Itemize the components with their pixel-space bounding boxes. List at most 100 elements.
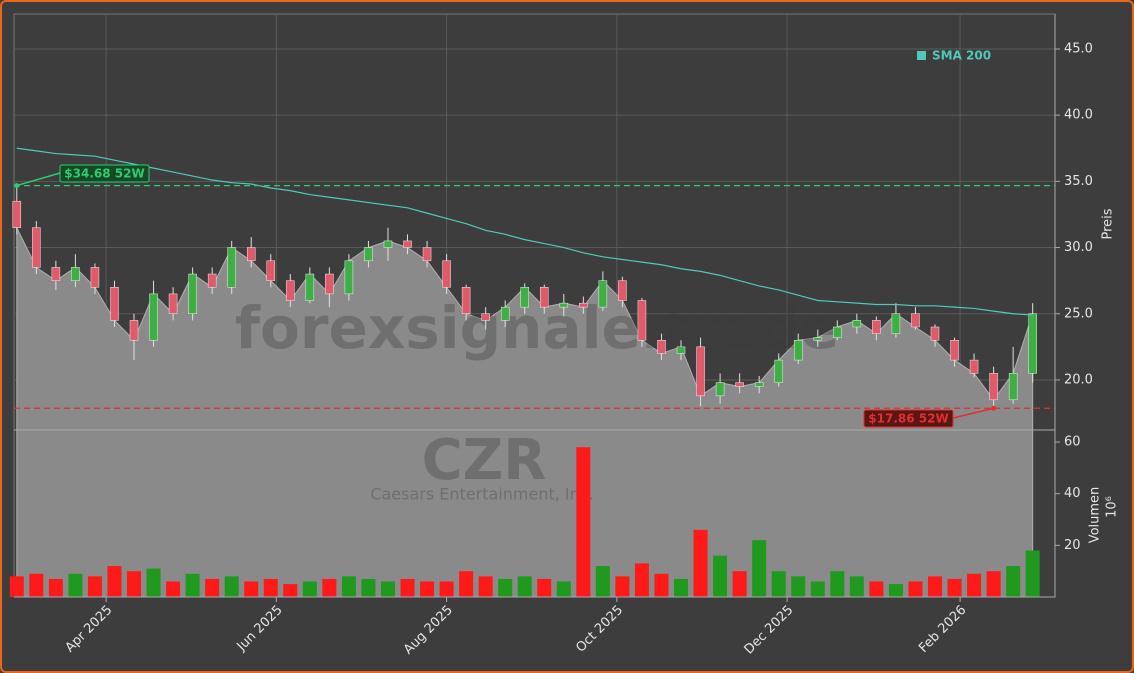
- candle-body: [149, 293, 158, 341]
- volume-bar: [576, 447, 591, 597]
- volume-bar: [68, 573, 83, 597]
- candle-body: [872, 320, 881, 334]
- candle-body: [266, 260, 276, 281]
- candle-body: [989, 373, 998, 401]
- x-tick-label: Aug 2025: [401, 603, 456, 658]
- candle-body: [579, 302, 588, 308]
- volume-bar: [967, 573, 982, 597]
- volume-bar: [849, 576, 864, 597]
- candle-body: [696, 346, 705, 397]
- volume-bar: [341, 576, 356, 597]
- y-tick-label: 45.0: [1064, 41, 1093, 56]
- watermark: forexsignale.trade: [235, 294, 839, 362]
- volume-bar: [713, 555, 728, 597]
- candle-body: [676, 346, 686, 354]
- candle-body: [481, 313, 490, 321]
- volume-bar: [595, 566, 610, 597]
- y-tick-label: 60: [1064, 435, 1081, 450]
- volume-bar: [244, 581, 259, 597]
- candle-body: [90, 267, 100, 288]
- candle-body: [403, 240, 412, 248]
- volume-bar: [224, 576, 239, 597]
- sma-line: [16, 147, 1033, 316]
- volume-bar: [869, 581, 884, 597]
- candle-body: [540, 287, 549, 308]
- y-tick-label: 40.0: [1064, 108, 1093, 123]
- volume-bar: [380, 581, 395, 597]
- volume-bar: [1025, 550, 1040, 597]
- candle-body: [852, 320, 862, 328]
- candle-body: [383, 240, 393, 248]
- candle-body: [188, 273, 197, 315]
- candle-body: [911, 313, 920, 328]
- y-tick-label: 25.0: [1064, 306, 1093, 321]
- volume-bar: [478, 576, 493, 597]
- volume-bar: [634, 563, 649, 597]
- price-axis-label: Preis: [1101, 208, 1116, 239]
- candle-body: [32, 227, 41, 268]
- candle-body: [344, 260, 354, 295]
- volume-scale-label: 10⁶: [1105, 496, 1120, 518]
- candle-body: [461, 287, 471, 315]
- candle-body: [500, 306, 510, 321]
- annotation-label: $17.86 52W: [868, 412, 948, 426]
- candle-body: [227, 247, 236, 288]
- candle-body: [930, 326, 940, 341]
- watermark: CZR: [422, 428, 547, 493]
- x-tick-label: Dec 2025: [742, 603, 797, 658]
- y-tick-label: 35.0: [1064, 174, 1093, 189]
- volume-bar: [166, 581, 181, 597]
- volume-bar: [830, 571, 845, 597]
- annotation-label: $34.68 52W: [64, 167, 144, 181]
- y-tick-label: 20: [1064, 538, 1081, 553]
- candle-body: [793, 339, 803, 361]
- volume-bar: [29, 573, 44, 597]
- volume-axis-label: Volumen: [1088, 487, 1103, 544]
- volume-bar: [263, 578, 278, 597]
- watermark: Caesars Entertainment, Inc.: [370, 485, 593, 504]
- candle-body: [891, 313, 901, 334]
- volume-bar: [615, 576, 630, 597]
- candle-body: [12, 200, 22, 228]
- candle-body: [168, 293, 178, 315]
- volume-bar: [439, 581, 454, 597]
- candle-body: [422, 247, 432, 262]
- candle-body: [51, 267, 61, 281]
- volume-bar: [283, 584, 298, 597]
- annotation-arrowhead: [14, 183, 20, 189]
- volume-bar: [1006, 566, 1021, 597]
- candle-body: [71, 267, 80, 281]
- candle-body: [364, 247, 373, 262]
- x-tick-label: Jun 2025: [234, 603, 286, 655]
- volume-bar: [517, 576, 532, 597]
- annotation-arrowhead: [991, 405, 997, 411]
- candle-body: [774, 359, 783, 383]
- candle-body: [520, 287, 529, 308]
- candle-body: [969, 359, 979, 374]
- candle-body: [618, 280, 627, 301]
- candle-body: [305, 273, 315, 301]
- volume-bar: [927, 576, 942, 597]
- volume-bar: [146, 568, 161, 597]
- x-tick-label: Oct 2025: [573, 603, 626, 656]
- volume-bar: [771, 571, 786, 597]
- volume-bar: [9, 576, 24, 597]
- candle-body: [754, 382, 764, 387]
- candle-body: [325, 273, 334, 295]
- candle-body: [207, 273, 217, 288]
- volume-bar: [752, 540, 767, 597]
- candle-body: [559, 302, 569, 308]
- candle-body: [715, 382, 725, 397]
- legend-label: SMA 200: [932, 49, 991, 63]
- volume-bar: [732, 571, 747, 597]
- candle-body: [129, 320, 139, 341]
- candle-body: [637, 300, 647, 341]
- annotation-arrow: [952, 407, 994, 419]
- candle-body: [598, 280, 608, 308]
- volume-bar: [654, 573, 669, 597]
- annotation-arrow: [16, 172, 61, 187]
- candle-body: [286, 280, 295, 301]
- y-tick-label: 40: [1064, 486, 1081, 501]
- volume-bar: [185, 573, 200, 597]
